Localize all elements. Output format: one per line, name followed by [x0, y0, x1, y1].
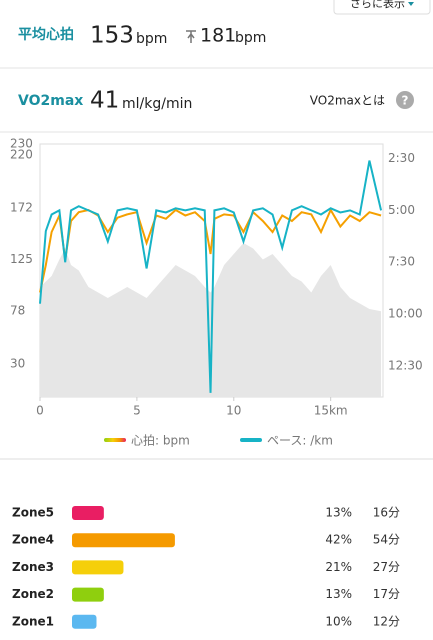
zones: Zone5 13% 16分 Zone4 42% 54分 Zone3 21% 27分 Zone2 13… [12, 506, 400, 629]
zone-percent: 10% [325, 614, 352, 628]
y-tick-label: 230 [10, 137, 33, 151]
zone-bar [72, 614, 97, 629]
legend-label: ペース: /km [267, 434, 333, 448]
series-line [39, 160, 383, 393]
more-button-label[interactable]: さらに表示 [350, 0, 405, 10]
zone-bar [72, 506, 104, 520]
y-tick-label: 78 [10, 304, 25, 318]
legend-label: 心拍: bpm [131, 433, 190, 448]
zone-percent: 13% [325, 587, 352, 601]
y2-tick-label: 7:30 [388, 255, 415, 269]
zone-name: Zone1 [12, 614, 54, 628]
y2-tick-label: 5:00 [388, 203, 415, 217]
zone-bar [72, 560, 124, 575]
y-tick-label: 172 [10, 200, 33, 214]
zone-name: Zone3 [12, 560, 54, 574]
legend-swatch [240, 438, 262, 442]
vo2-link[interactable]: VO2maxとは [310, 94, 385, 108]
zone-time: 27分 [373, 560, 400, 574]
zone-name: Zone2 [12, 587, 54, 601]
y2-tick-label: 10:00 [388, 307, 423, 321]
hr-average: 153 [90, 23, 134, 49]
zone-name: Zone5 [12, 506, 54, 520]
help-icon-glyph[interactable]: ? [402, 94, 409, 108]
x-tick-label: 0 [36, 404, 44, 418]
hr-max: 181 [200, 25, 236, 47]
more-button[interactable] [333, 0, 431, 15]
zone-percent: 21% [325, 560, 352, 574]
max-icon [186, 30, 196, 43]
zone-time: 16分 [373, 506, 400, 520]
y-tick-label: 220 [10, 148, 33, 162]
zone-time: 17分 [373, 587, 400, 601]
section-divider [0, 458, 433, 460]
vo2-value: 41 [90, 88, 119, 114]
dropdown-arrow [408, 2, 414, 6]
hr-label: 平均心拍 [18, 26, 74, 43]
background-area [40, 243, 382, 397]
hr-max-unit: bpm [235, 30, 266, 46]
zone-percent: 13% [325, 506, 352, 520]
x-tick-label: 5 [133, 404, 141, 418]
hr-average-unit: bpm [136, 31, 167, 47]
zone-bar [72, 533, 175, 548]
vo2-unit: ml/kg/min [122, 96, 192, 112]
zone-bar [72, 587, 104, 602]
zone-time: 54分 [373, 533, 400, 547]
vo2-label: VO2max [18, 93, 83, 109]
x-tick-label: 10 [226, 404, 241, 418]
x-tick-label: 15km [314, 404, 348, 418]
legend-swatch [104, 438, 126, 442]
zone-percent: 42% [325, 533, 352, 547]
zone-time: 12分 [373, 614, 400, 628]
help-icon[interactable] [396, 91, 414, 109]
y2-tick-label: 2:30 [388, 151, 415, 165]
y-tick-label: 30 [10, 357, 25, 371]
y2-tick-label: 12:30 [388, 358, 423, 372]
zone-name: Zone4 [12, 533, 54, 547]
y-tick-label: 125 [10, 252, 33, 266]
